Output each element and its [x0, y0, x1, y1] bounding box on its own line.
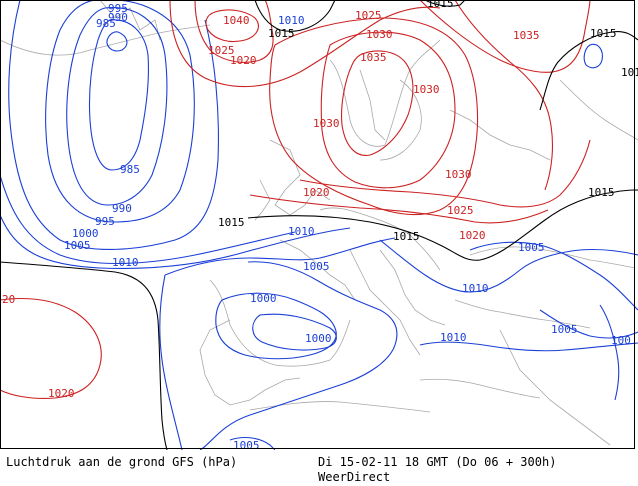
label-1025c: 1025 [447, 204, 474, 217]
label-1015f: 1015 [393, 230, 420, 243]
pressure-map-canvas: 995 990 985 1040 1010 1015 1025 1015 102… [0, 0, 638, 450]
label-1010d: 1010 [462, 282, 489, 295]
label-990a: 990 [108, 11, 128, 24]
label-1020b: 1020 [303, 186, 330, 199]
label-1015b: 1015 [268, 27, 295, 40]
label-1015c: 1015 [590, 27, 617, 40]
label-1005c-top: 1005 [303, 260, 330, 273]
label-1030b: 1030 [413, 83, 440, 96]
label-1010c: 1010 [288, 225, 315, 238]
label-1035b: 1035 [360, 51, 387, 64]
label-1010e: 1010 [440, 331, 467, 344]
label-1030c: 1030 [313, 117, 340, 130]
map-frame-border [0, 0, 635, 449]
label-1020d: 1020 [48, 387, 75, 400]
label-1040: 1040 [223, 14, 250, 27]
label-100f: 100 [611, 334, 631, 347]
map-title: Luchtdruk aan de grond GFS (hPa) [6, 455, 238, 469]
label-995b: 995 [95, 215, 115, 228]
label-1000a: 1000 [72, 227, 99, 240]
label-1015d: 1015 [588, 186, 615, 199]
label-1010a: 1010 [278, 14, 305, 27]
label-1005d: 1005 [551, 323, 578, 336]
label-1030a: 1030 [366, 28, 393, 41]
map-footer: Luchtdruk aan de grond GFS (hPa) Di 15-0… [0, 450, 638, 486]
label-1005b: 1005 [518, 241, 545, 254]
map-timestamp: Di 15-02-11 18 GMT (Do 06 + 300h) [318, 455, 557, 469]
pressure-map: 995 990 985 1040 1010 1015 1025 1015 102… [0, 0, 638, 450]
label-1020c: 1020 [459, 229, 486, 242]
label-990b: 990 [112, 202, 132, 215]
label-985b: 985 [120, 163, 140, 176]
label-1000b: 1000 [250, 292, 277, 305]
label-1025a: 1025 [355, 9, 382, 22]
label-985a: 985 [96, 17, 116, 30]
label-1030d: 1030 [445, 168, 472, 181]
label-1005a: 1005 [64, 239, 91, 252]
label-995a: 995 [108, 2, 128, 15]
label-1015e: 1015 [218, 216, 245, 229]
low-pressure-isobars [0, 0, 638, 450]
label-1035a: 1035 [513, 29, 540, 42]
high-pressure-isobars [0, 0, 591, 399]
isobar-labels: 995 990 985 1040 1010 1015 1025 1015 102… [2, 0, 638, 450]
reference-isobars [0, 0, 638, 450]
label-1005e: 1005 [233, 439, 260, 450]
map-credit: WeerDirect [318, 470, 391, 484]
label-1025b: 1025 [208, 44, 235, 57]
label-1020a: 1020 [230, 54, 257, 67]
label-1015a: 1015 [427, 0, 454, 10]
label-20: 20 [2, 293, 15, 306]
label-1000c: 1000 [305, 332, 332, 345]
label-101d: 101 [621, 66, 638, 79]
label-1010b: 1010 [112, 256, 139, 269]
